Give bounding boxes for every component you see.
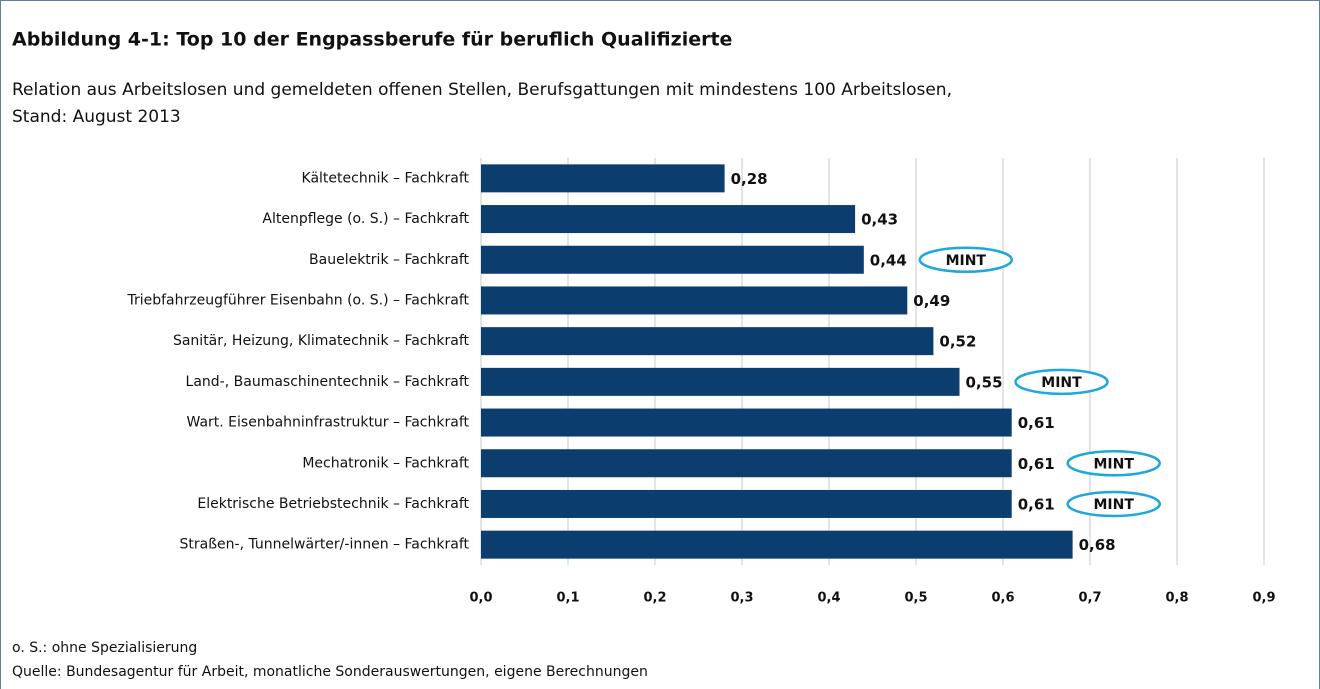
y-tick-label: Sanitär, Heizung, Klimatechnik – Fachkra…: [173, 333, 470, 349]
subtitle: Stand: August 2013: [12, 107, 181, 127]
x-tick-label: 0,3: [730, 591, 753, 606]
source: Quelle: Bundesagentur für Arbeit, monatl…: [12, 664, 648, 680]
badge: [1066, 450, 1161, 477]
y-tick-label: Altenpflege (o. S.) – Fachkraft: [262, 211, 469, 227]
subtitle: Relation aus Arbeitslosen und gemeldeten…: [12, 80, 952, 100]
bar: [481, 245, 864, 274]
badge-label: MINT: [1093, 497, 1134, 513]
y-tick-label: Wart. Eisenbahninfrastruktur – Fachkraft: [187, 415, 470, 431]
bar: [481, 530, 1073, 559]
x-tick-label: 0,9: [1252, 591, 1275, 606]
value-label: 0,68: [1079, 536, 1116, 554]
value-label: 0,55: [966, 373, 1003, 391]
x-tick-label: 0,2: [643, 591, 666, 606]
x-tick-label: 0,5: [904, 591, 927, 606]
badge: [1066, 490, 1161, 518]
bar: [481, 327, 934, 356]
badge-label: MINT: [1093, 456, 1134, 472]
badge: [1014, 368, 1109, 396]
badge: [918, 246, 1014, 273]
value-label: 0,43: [861, 211, 898, 229]
value-label: 0,52: [939, 333, 976, 351]
badge-label: MINT: [946, 253, 987, 269]
note: o. S.: ohne Spezialisierung: [12, 640, 197, 656]
y-tick-label: Straßen-, Tunnelwärter/-innen – Fachkraf…: [180, 537, 470, 553]
bar: [481, 449, 1012, 478]
chart-title: Abbildung 4-1: Top 10 der Engpassberufe …: [12, 29, 732, 51]
x-tick-label: 0,8: [1165, 591, 1188, 606]
bar: [481, 489, 1012, 518]
y-tick-label: Land-, Baumaschinentechnik – Fachkraft: [186, 374, 470, 390]
value-label: 0,44: [870, 251, 907, 269]
bar: [481, 205, 856, 234]
y-tick-label: Mechatronik – Fachkraft: [302, 455, 469, 471]
value-label: 0,28: [731, 170, 768, 188]
x-tick-label: 0,4: [817, 591, 840, 606]
value-label: 0,61: [1018, 495, 1055, 513]
bar: [481, 408, 1012, 437]
y-tick-label: Kältetechnik – Fachkraft: [302, 170, 470, 186]
x-tick-label: 0,1: [556, 591, 579, 606]
value-label: 0,49: [913, 292, 950, 310]
value-label: 0,61: [1018, 455, 1055, 473]
x-tick-label: 0,7: [1078, 591, 1101, 606]
bar: [481, 367, 960, 396]
y-tick-label: Bauelektrik – Fachkraft: [309, 252, 469, 268]
bar: [481, 164, 725, 193]
value-label: 0,61: [1018, 414, 1055, 432]
y-tick-label: Triebfahrzeugführer Eisenbahn (o. S.) – …: [126, 292, 469, 308]
bar: [481, 286, 908, 315]
y-tick-label: Elektrische Betriebstechnik – Fachkraft: [197, 496, 469, 512]
x-tick-label: 0,6: [991, 591, 1014, 606]
x-tick-label: 0,0: [469, 591, 492, 606]
badge-label: MINT: [1041, 375, 1082, 391]
